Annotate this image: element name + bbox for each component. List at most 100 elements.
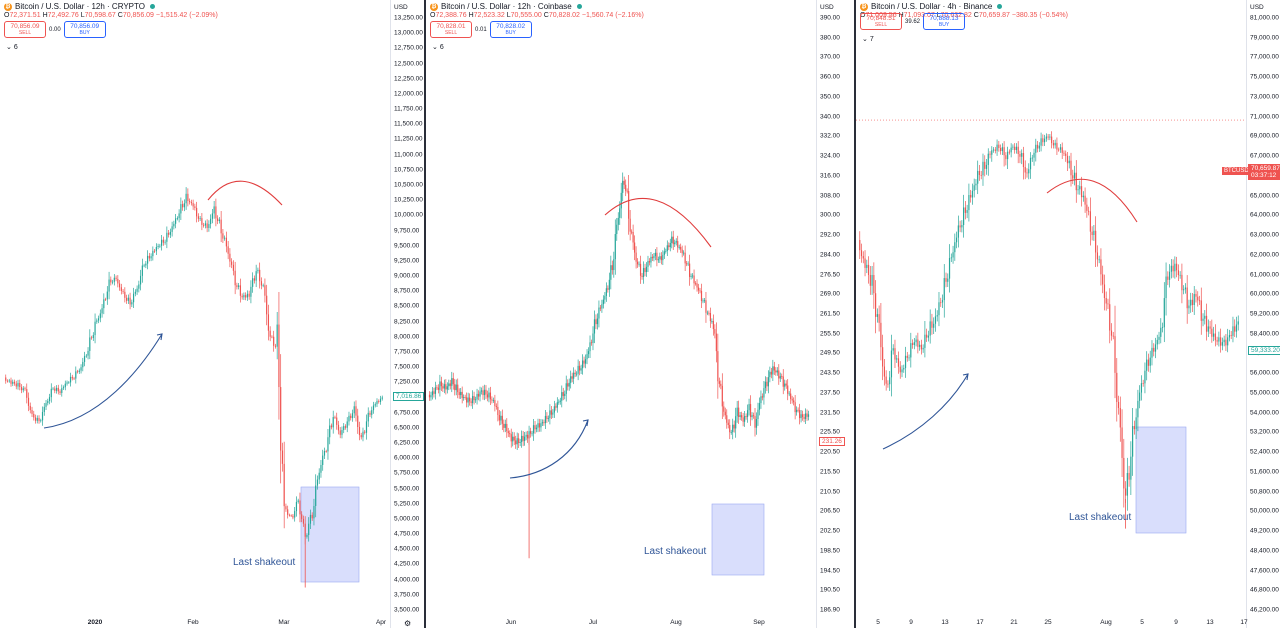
candle-body <box>700 290 703 301</box>
candle-body <box>486 394 489 398</box>
sell-button[interactable]: 70,856.09 SELL <box>4 21 46 38</box>
price-axis[interactable]: USD 13,250.00 13,000.00 12,750.00 12,500.00… <box>390 0 424 628</box>
chart-canvas-2[interactable] <box>426 0 816 628</box>
chart-panel-3[interactable]: ₿ Bitcoin / U.S. Dollar · 4h · Binance O… <box>856 0 1280 628</box>
sell-button[interactable]: 70,848.51 SELL <box>860 13 902 30</box>
candle-body <box>215 206 217 219</box>
sell-button[interactable]: 70,828.01 SELL <box>430 21 472 38</box>
buy-button[interactable]: 70,856.09 BUY <box>63 21 106 38</box>
candle-body <box>20 386 23 391</box>
candle-body <box>940 302 942 304</box>
candle-body <box>451 378 453 386</box>
candle-body <box>524 436 526 441</box>
candle-body <box>171 226 173 232</box>
price-axis[interactable]: USD 390.00 380.00 370.00 360.00 350.00 340.00… <box>816 0 854 628</box>
candle-body <box>337 424 340 431</box>
chart-canvas-1[interactable] <box>0 0 390 628</box>
candle-body <box>1165 276 1167 299</box>
candle-body <box>477 393 480 397</box>
candle-body <box>638 263 640 265</box>
y-tick-label: 6,250.00 <box>394 439 420 447</box>
candle-body <box>365 421 368 433</box>
candle-body <box>1061 147 1063 153</box>
settings-icon[interactable]: ⚙ <box>404 619 412 628</box>
candle-body <box>755 418 758 428</box>
candle-body <box>222 233 224 239</box>
candle-body <box>152 250 154 257</box>
candle-body <box>75 371 77 379</box>
bitcoin-icon: ₿ <box>430 2 438 11</box>
y-tick-label: 237.50 <box>820 389 840 397</box>
candle-body <box>196 207 198 217</box>
y-tick-label: 210.50 <box>820 488 840 496</box>
ohlc-readout: O72,371.51 H72,492.76 L70,598.67 C70,856… <box>4 12 218 19</box>
buy-button[interactable]: 70,888.13 BUY <box>923 13 966 30</box>
y-tick-label: 225.50 <box>820 428 840 436</box>
buy-button[interactable]: 70,828.02 BUY <box>489 21 532 38</box>
candle-body <box>234 270 236 286</box>
price-axis[interactable]: USD 81,000.00 79,000.00 77,000.00 75,000.00… <box>1246 0 1280 628</box>
symbol-title: Bitcoin / U.S. Dollar · 12h · Coinbase <box>441 2 572 11</box>
candle-body <box>252 278 254 287</box>
candle-body <box>641 275 643 278</box>
y-tick-label: 206.50 <box>820 507 840 515</box>
chart-panel-2[interactable]: ₿ Bitcoin / U.S. Dollar · 12h · Coinbase… <box>426 0 854 628</box>
candle-body <box>535 427 538 430</box>
candle-body <box>543 422 545 424</box>
candle-body <box>862 256 864 259</box>
candle-body <box>669 242 671 248</box>
y-tick-label: 4,250.00 <box>394 560 420 568</box>
candle-body <box>675 241 677 243</box>
y-tick-label: 13,000.00 <box>394 29 423 37</box>
candle-body <box>489 392 492 400</box>
y-tick-label: 10,250.00 <box>394 196 423 204</box>
candle-body <box>754 416 756 428</box>
indicators-toggle[interactable]: ⌄ 6 <box>6 44 18 51</box>
candle-body <box>243 295 245 298</box>
candle-body <box>794 402 796 413</box>
y-tick-label: 12,000.00 <box>394 90 423 98</box>
candle-body <box>896 358 898 360</box>
y-tick-label: 46,200.00 <box>1250 606 1279 614</box>
candle-body <box>474 399 477 401</box>
candle-body <box>577 365 579 374</box>
candle-body <box>99 313 101 319</box>
candle-body <box>873 275 875 294</box>
candle-body <box>443 384 445 389</box>
indicators-toggle[interactable]: ⌄ 6 <box>432 44 444 51</box>
candle-body <box>166 232 168 242</box>
candle-body <box>1167 276 1169 280</box>
candle-body <box>1139 392 1141 401</box>
candle-body <box>442 386 444 389</box>
candle-body <box>346 421 348 428</box>
candle-body <box>512 436 514 442</box>
symbol-header[interactable]: ₿ Bitcoin / U.S. Dollar · 4h · Binance <box>860 2 1003 11</box>
candle-body <box>33 413 35 418</box>
candle-body <box>751 415 753 418</box>
chart-canvas-3[interactable] <box>856 0 1246 628</box>
candle-body <box>371 410 373 415</box>
symbol-header[interactable]: ₿ Bitcoin / U.S. Dollar · 12h · Coinbase <box>430 2 582 11</box>
candle-body <box>471 396 474 404</box>
candle-body <box>378 401 380 402</box>
indicators-toggle[interactable]: ⌄ 7 <box>862 36 874 43</box>
last-price-tag: 70,659.87 03:37:12 <box>1248 164 1280 180</box>
y-tick-label: 284.00 <box>820 251 840 259</box>
candle-body <box>689 263 691 277</box>
candle-body <box>190 202 192 204</box>
candle-body <box>262 285 264 287</box>
candle-body <box>343 426 345 431</box>
symbol-header[interactable]: ₿ Bitcoin / U.S. Dollar · 12h · CRYPTO <box>4 2 155 11</box>
panel-divider <box>424 0 426 628</box>
x-tick-label: 21 <box>1010 619 1018 626</box>
y-tick-label: 332.00 <box>820 132 840 140</box>
candle-body <box>580 368 582 371</box>
candle-body <box>718 381 720 384</box>
chart-panel-1[interactable]: ₿ Bitcoin / U.S. Dollar · 12h · CRYPTO O… <box>0 0 424 628</box>
candle-body <box>1191 299 1194 305</box>
candle-body <box>526 434 529 439</box>
candle-body <box>1170 265 1172 272</box>
candle-body <box>632 231 634 243</box>
candle-body <box>538 423 541 428</box>
candle-body <box>883 366 886 377</box>
